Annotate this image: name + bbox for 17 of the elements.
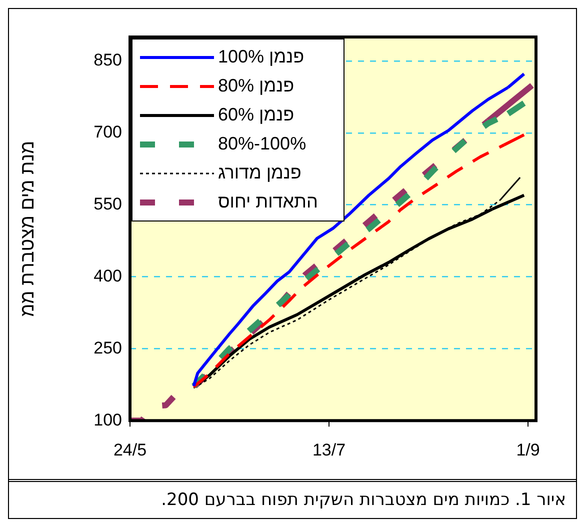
legend-label: פנמן 80%	[218, 75, 294, 96]
legend-label: פנמן 100%	[218, 46, 304, 66]
text: איור 1. כמויות מים מצטברות השקית תפוח בברעם 200.	[9, 479, 576, 518]
y-tick-label: 850	[94, 50, 122, 70]
y-tick-label: 250	[94, 338, 122, 358]
y-tick-label: 400	[94, 266, 122, 286]
legend-label: התאדות יחוס	[218, 191, 318, 212]
y-tick-label: 100	[94, 410, 122, 430]
legend-label: פנמן מדורג	[218, 162, 302, 182]
legend-label: 100%-80%	[218, 133, 306, 154]
x-tick-label: 1/9	[516, 440, 540, 460]
legend-label: פנמן 60%	[218, 104, 294, 124]
x-tick-label: 13/7	[312, 440, 346, 460]
x-tick-label: 24/5	[113, 440, 147, 460]
y-axis-title: מנת מים מצטברת ממ	[18, 140, 39, 317]
y-tick-label: 550	[94, 194, 122, 214]
y-tick-label: 700	[94, 122, 122, 142]
